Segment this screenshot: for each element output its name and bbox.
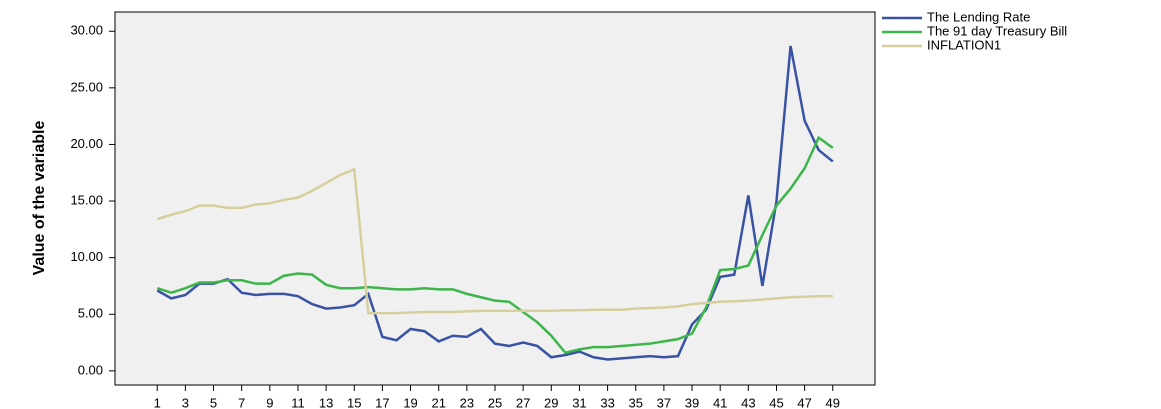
plot-area xyxy=(114,11,876,386)
x-tick-label: 37 xyxy=(657,395,671,409)
legend-label: INFLATION1 xyxy=(927,37,1001,52)
y-tick-label: 15.00 xyxy=(70,192,103,207)
y-axis-label: Value of the variable xyxy=(31,121,48,276)
y-tick-label: 0.00 xyxy=(78,362,103,377)
x-tick-label: 33 xyxy=(600,395,614,409)
x-tick-label: 9 xyxy=(266,395,273,409)
x-tick-label: 1 xyxy=(154,395,161,409)
x-tick-label: 19 xyxy=(403,395,417,409)
x-tick-label: 45 xyxy=(769,395,783,409)
x-tick-label: 23 xyxy=(460,395,474,409)
line xyxy=(156,45,834,361)
x-tick-label: 39 xyxy=(685,395,699,409)
line xyxy=(156,135,834,355)
x-tick-label: 13 xyxy=(319,395,333,409)
y-tick-label: 20.00 xyxy=(70,136,103,151)
x-tick-label: 21 xyxy=(431,395,445,409)
x-tick-label: 15 xyxy=(347,395,361,409)
x-tick-label: 11 xyxy=(291,395,305,409)
legend-label: The Lending Rate xyxy=(927,9,1030,24)
x-tick-label: 31 xyxy=(572,395,586,409)
x-tick-label: 29 xyxy=(544,395,558,409)
x-tick-label: 5 xyxy=(210,395,217,409)
x-tick-label: 27 xyxy=(516,395,530,409)
legend-label: The 91 day Treasury Bill xyxy=(927,23,1067,38)
x-tick-label: 35 xyxy=(629,395,643,409)
y-tick-label: 25.00 xyxy=(70,79,103,94)
y-tick-label: 10.00 xyxy=(70,249,103,264)
x-tick-label: 3 xyxy=(182,395,189,409)
x-tick-label: 47 xyxy=(797,395,811,409)
x-tick-label: 41 xyxy=(713,395,727,409)
line xyxy=(156,167,833,315)
x-tick-label: 17 xyxy=(375,395,389,409)
x-tick-label: 25 xyxy=(488,395,502,409)
y-tick-label: 30.00 xyxy=(70,23,103,38)
x-tick-label: 43 xyxy=(741,395,755,409)
x-tick-label: 7 xyxy=(238,395,245,409)
y-tick-label: 5.00 xyxy=(78,306,103,321)
x-tick-label: 49 xyxy=(826,395,840,409)
